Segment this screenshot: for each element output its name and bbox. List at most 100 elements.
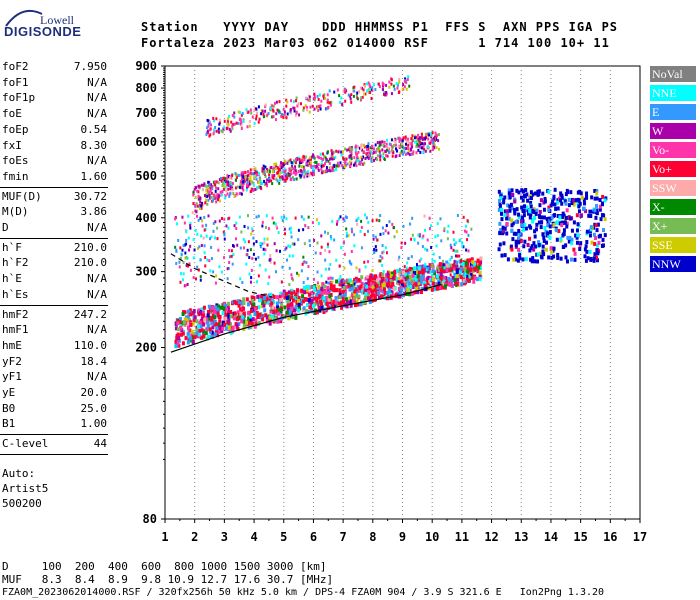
echo-point [181, 215, 184, 219]
echo-point [306, 277, 309, 281]
echo-point [285, 104, 288, 108]
echo-point [322, 96, 325, 100]
echo-point [381, 140, 384, 144]
echo-point [335, 288, 339, 293]
echo-point [453, 259, 456, 263]
echo-point [241, 186, 244, 190]
echo-point [352, 94, 355, 98]
echo-point [379, 152, 382, 156]
echo-point [261, 169, 264, 173]
echo-point [429, 149, 432, 153]
echo-point [407, 140, 410, 144]
echo-point [217, 127, 220, 131]
echo-point [291, 298, 295, 303]
echo-point [322, 296, 326, 301]
echo-point [399, 271, 403, 276]
echo-point [229, 255, 232, 259]
param-value: N/A [87, 91, 107, 105]
echo-point [593, 252, 597, 257]
echo-point [332, 306, 336, 311]
echo-point [232, 316, 236, 321]
echo-point [291, 278, 294, 282]
echo-point [332, 299, 336, 304]
echo-point [438, 262, 442, 267]
echo-point [196, 324, 200, 329]
echo-point [431, 141, 434, 145]
echo-point [510, 188, 514, 193]
echo-point [397, 91, 400, 95]
echo-point [541, 244, 545, 249]
echo-point [530, 244, 534, 249]
echo-point [191, 311, 195, 316]
echo-point [501, 225, 505, 230]
echo-point [464, 224, 467, 228]
echo-point [230, 254, 233, 258]
echo-point [278, 175, 281, 179]
echo-point [262, 303, 266, 308]
echo-point [248, 119, 251, 123]
echo-point [433, 138, 436, 142]
echo-point [201, 224, 204, 228]
echo-point [473, 261, 477, 266]
echo-point [224, 303, 228, 308]
echo-point [533, 215, 537, 220]
echo-point [343, 292, 347, 297]
echo-point [259, 177, 262, 181]
echo-point [323, 154, 326, 158]
echo-point [402, 270, 405, 274]
echo-point [267, 298, 271, 303]
echo-point [412, 279, 415, 283]
param-value: 44 [93, 437, 107, 451]
echo-point [405, 139, 408, 143]
echo-point [339, 215, 342, 219]
echo-point [552, 246, 556, 251]
echo-point [302, 281, 305, 285]
echo-point [235, 323, 239, 328]
echo-point [218, 319, 222, 324]
echo-point [601, 194, 605, 199]
echo-point [378, 143, 381, 147]
echo-point [213, 119, 216, 123]
echo-point [395, 82, 398, 86]
param-value: 0.54 [80, 122, 108, 136]
echo-point [261, 242, 264, 246]
param-key: M(D) [2, 205, 29, 219]
echo-point [577, 204, 581, 209]
echo-point [372, 234, 375, 238]
echo-point [265, 315, 269, 320]
echo-point [313, 96, 316, 100]
echo-point [313, 156, 316, 160]
echo-point [333, 168, 336, 172]
echo-point [593, 196, 597, 201]
echo-point [454, 260, 458, 265]
echo-point [409, 222, 412, 226]
echo-point [360, 160, 363, 164]
echo-point [208, 121, 211, 125]
echo-point [424, 247, 427, 251]
echo-point [344, 90, 347, 94]
echo-point [360, 219, 363, 223]
echo-point [439, 281, 443, 286]
echo-point [414, 277, 418, 282]
echo-point [303, 297, 307, 302]
echo-point [222, 187, 225, 191]
echo-point [367, 220, 370, 224]
echo-point [436, 222, 439, 226]
legend-item-w: W [650, 123, 696, 139]
echo-point [200, 183, 203, 187]
echo-point [254, 322, 258, 327]
echo-point [177, 336, 181, 341]
echo-point [301, 262, 304, 266]
param-row-hes: h`Es N/A [2, 288, 107, 303]
echo-point [594, 215, 598, 220]
echo-point [198, 245, 201, 249]
echo-point [293, 109, 296, 113]
echo-point [353, 163, 356, 167]
echo-point [408, 266, 412, 271]
echo-point [233, 111, 236, 115]
echo-point [423, 148, 426, 152]
echo-point [275, 167, 278, 171]
echo-point [503, 212, 507, 217]
echo-point [435, 146, 438, 150]
echo-point [248, 182, 251, 186]
